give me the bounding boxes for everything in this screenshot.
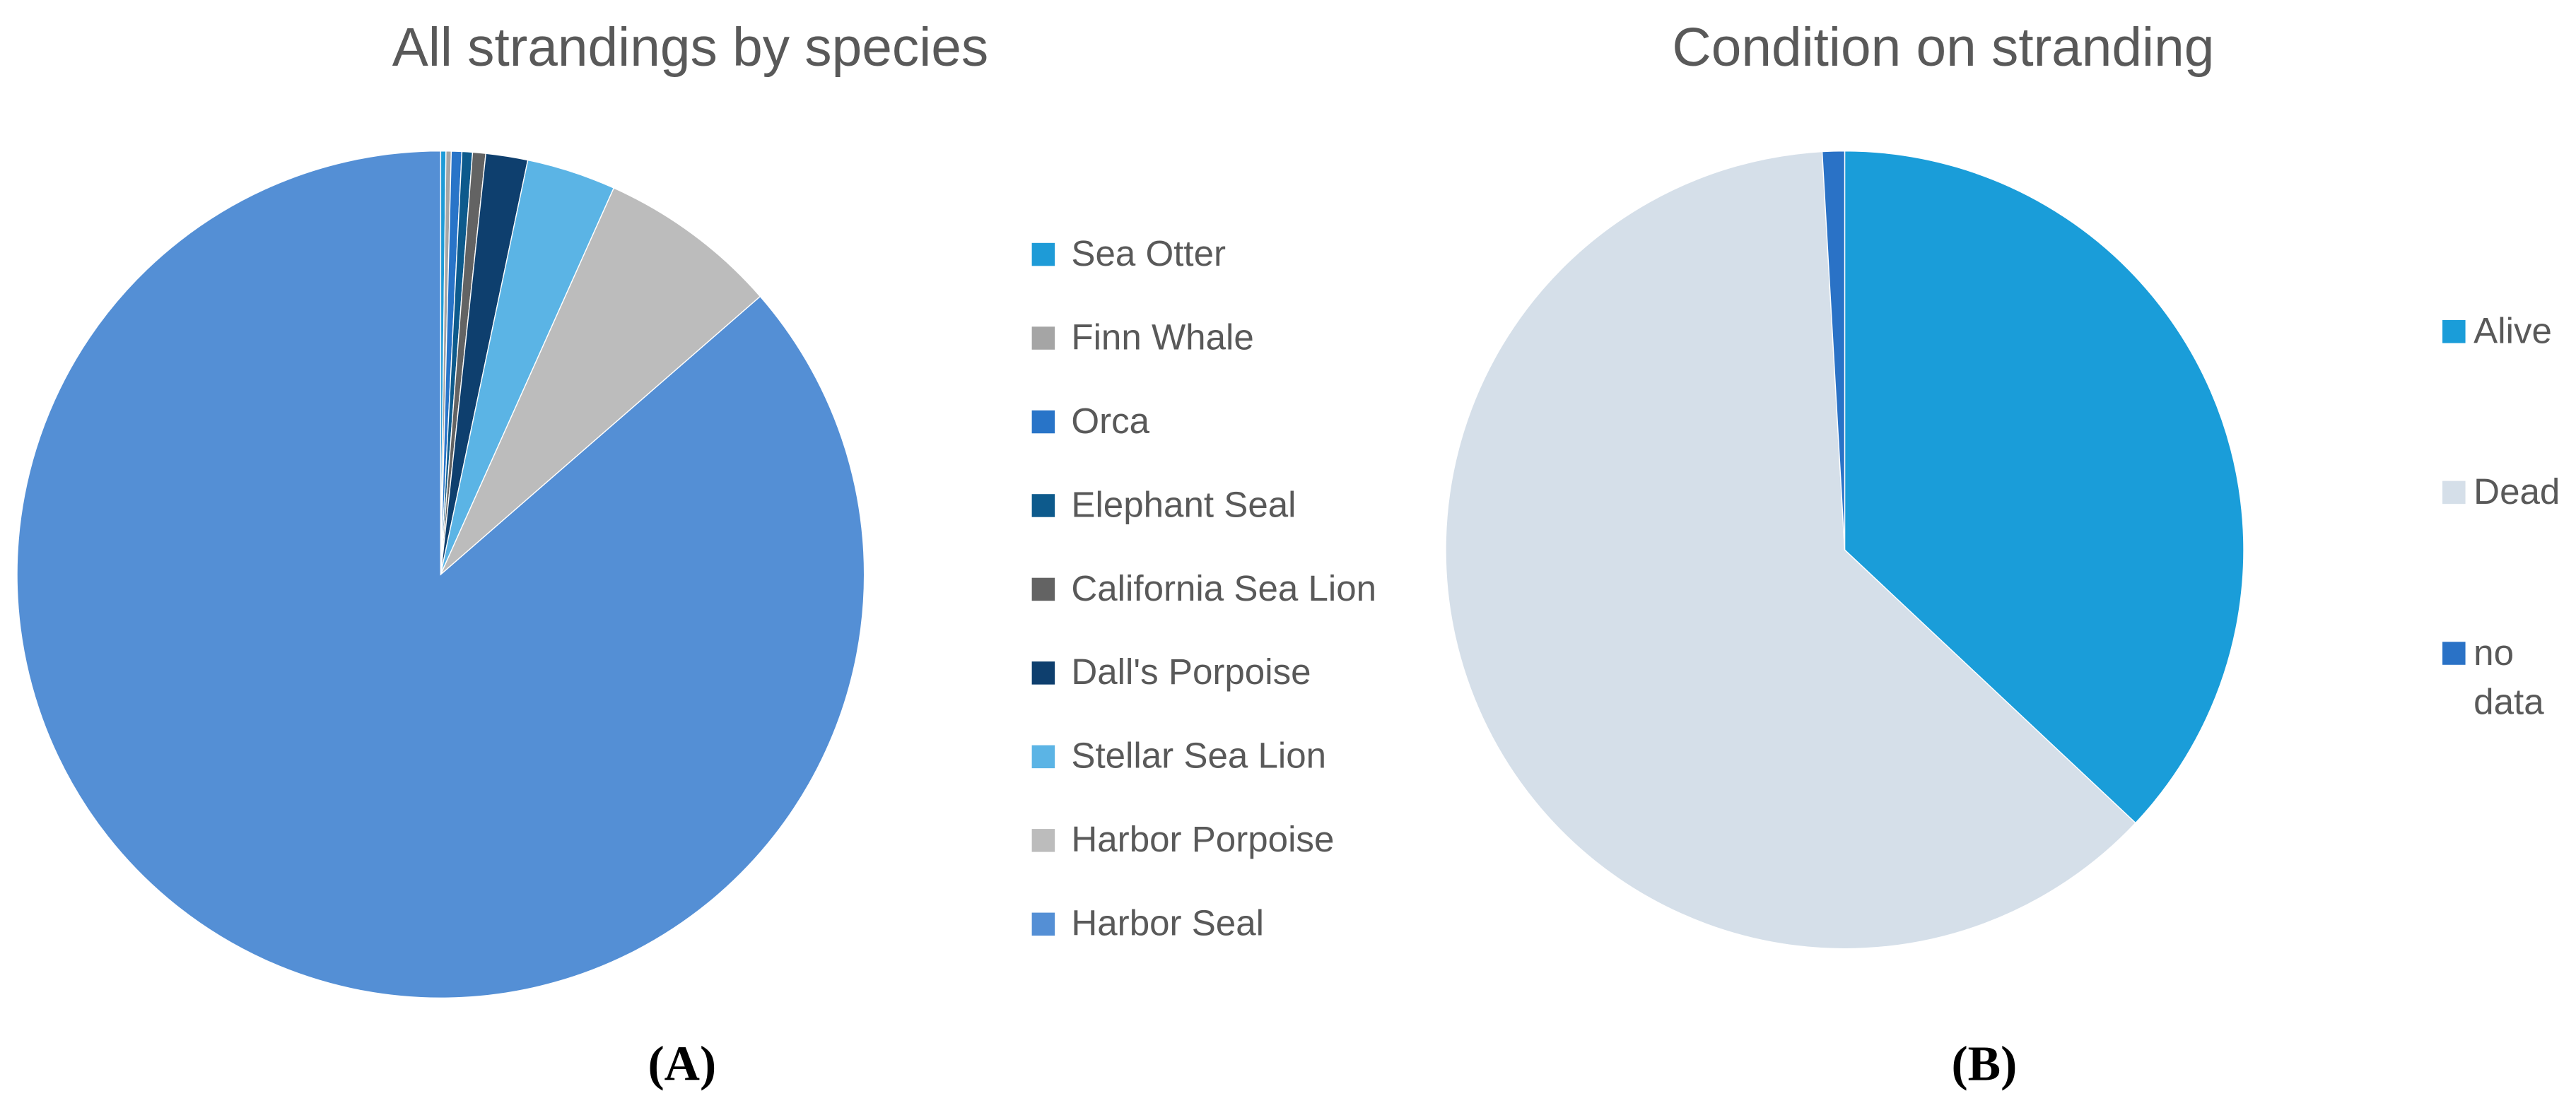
legend-swatch [1031, 829, 1055, 852]
legend-label: Harbor Seal [1071, 903, 1264, 943]
legend-label: California Sea Lion [1071, 568, 1376, 608]
legend-swatch [2442, 319, 2466, 343]
legend-swatch [1031, 410, 1055, 434]
legend-label-box: Alive [2473, 310, 2552, 352]
pie-slice [16, 151, 865, 999]
legend-label: Harbor Porpoise [1071, 819, 1334, 859]
legend-label: Dall's Porpoise [1071, 652, 1311, 692]
legend-swatch [1031, 242, 1055, 266]
chart-title: All strandings by species [392, 18, 988, 78]
pie-slice [1821, 151, 1846, 550]
legend-swatch [1031, 494, 1055, 517]
legend-swatch [1031, 326, 1055, 350]
legend-label: no data [2473, 632, 2544, 723]
legend-label: Elephant Seal [1071, 484, 1296, 524]
legend-label: Sea Otter [1071, 233, 1226, 273]
legend-label: Finn Whale [1071, 317, 1253, 357]
legend-swatch [1031, 577, 1055, 601]
panel-label: (A) [648, 1037, 716, 1092]
pie-slice [1844, 151, 2244, 824]
panel-label: (B) [1951, 1037, 2017, 1092]
legend-swatch [2442, 642, 2466, 665]
chart-title: Condition on stranding [1672, 18, 2214, 78]
pie-slice [440, 187, 761, 575]
legend-label: Dead [2473, 471, 2560, 512]
legend-swatch [1031, 912, 1055, 936]
legend-swatch [1031, 661, 1055, 685]
legend-swatch [2442, 481, 2466, 505]
legend-label: Alive [2473, 310, 2552, 352]
pie-slice [1445, 151, 2136, 950]
legend-label: Orca [1071, 401, 1149, 441]
legend-swatch [1031, 745, 1055, 769]
legend-label-box: Dead [2473, 471, 2560, 512]
legend-label-box: no data [2473, 632, 2544, 723]
legend-label: Stellar Sea Lion [1071, 736, 1326, 776]
